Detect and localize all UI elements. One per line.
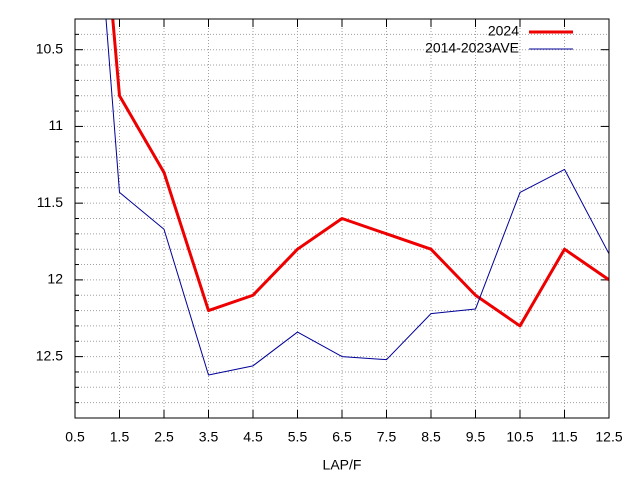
x-tick-label: 5.5 bbox=[288, 429, 308, 445]
y-tick-label: 10.5 bbox=[36, 40, 63, 56]
x-tick-label: 9.5 bbox=[466, 429, 486, 445]
x-tick-label: 8.5 bbox=[421, 429, 441, 445]
plot-area bbox=[105, 19, 609, 376]
x-tick-label: 1.5 bbox=[110, 429, 130, 445]
x-axis-label: LAP/F bbox=[323, 457, 362, 473]
x-tick-label: 6.5 bbox=[332, 429, 352, 445]
y-tick-label: 12.5 bbox=[36, 347, 63, 363]
y-tick-label: 12 bbox=[47, 271, 63, 287]
x-tick-label: 3.5 bbox=[199, 429, 219, 445]
x-tick-label: 11.5 bbox=[551, 429, 577, 445]
plot-border bbox=[74, 18, 610, 419]
x-tick-label: 2.5 bbox=[154, 429, 174, 445]
x-tick-label: 4.5 bbox=[243, 429, 263, 445]
legend-label: 2024 bbox=[488, 23, 519, 39]
x-tick-label: 7.5 bbox=[377, 429, 397, 445]
x-tick-label: 0.5 bbox=[65, 429, 85, 445]
y-tick-label: 11.5 bbox=[37, 194, 63, 210]
series-line bbox=[105, 19, 609, 376]
legend-label: 2014-2023AVE bbox=[425, 40, 519, 56]
x-tick-label: 12.5 bbox=[595, 429, 622, 445]
y-tick-label: 11 bbox=[48, 117, 63, 133]
series-line bbox=[111, 19, 609, 328]
x-tick-label: 10.5 bbox=[506, 429, 533, 445]
